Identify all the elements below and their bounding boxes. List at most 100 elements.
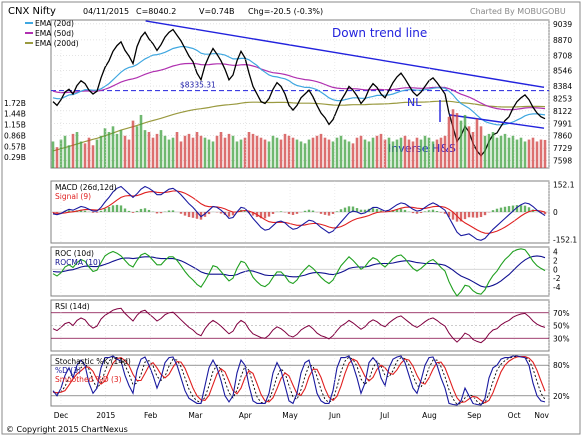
roc-frame xyxy=(50,246,550,297)
volume-bar xyxy=(355,137,359,168)
macd-histogram-bar xyxy=(507,206,511,212)
macd-histogram-bar xyxy=(451,212,455,220)
x-tick-label: Jun xyxy=(328,411,341,420)
volume-bar xyxy=(67,145,71,168)
rsi-line xyxy=(52,307,546,344)
macd-histogram-bar xyxy=(431,209,435,212)
volume-bar xyxy=(115,133,119,168)
volume-bar xyxy=(127,139,131,168)
volume-bar xyxy=(279,139,283,168)
macd-histogram-bar xyxy=(459,212,463,222)
volume-bar xyxy=(399,137,403,168)
price-tick-label: 8253 xyxy=(553,94,572,103)
macd-histogram-bar xyxy=(455,212,459,222)
macd-histogram-bar xyxy=(423,211,427,212)
volume-bar xyxy=(63,135,67,168)
macd-histogram-bar xyxy=(339,209,343,212)
volume-bar xyxy=(267,141,271,168)
macd-histogram-bar xyxy=(195,212,199,219)
x-tick-label: Aug xyxy=(422,411,437,420)
volume-bar xyxy=(451,109,455,168)
volume-bar xyxy=(487,133,491,168)
volume-bar xyxy=(263,139,267,168)
macd-histogram-bar xyxy=(171,210,175,212)
volume-bar xyxy=(55,147,59,168)
volume-bar xyxy=(131,120,135,168)
volume-bar xyxy=(323,137,327,168)
roc-title: ROC (10d) xyxy=(55,249,94,258)
volume-bar xyxy=(475,118,479,168)
macd-histogram-bar xyxy=(427,210,431,212)
stochastic-k-line xyxy=(52,355,546,406)
volume-bar xyxy=(171,137,175,168)
macd-histogram-bar xyxy=(231,212,235,216)
macd-histogram-bar xyxy=(271,212,275,214)
macd-histogram-bar xyxy=(319,212,323,214)
volume-bar xyxy=(375,135,379,168)
volume-bar xyxy=(339,135,343,168)
macd-histogram-bar xyxy=(371,208,375,212)
stochastic-title: Stochastic %K (14d) xyxy=(55,357,131,366)
volume-bar xyxy=(271,135,275,168)
volume-bar xyxy=(315,135,319,168)
macd-histogram-bar xyxy=(103,208,107,212)
down-trend-line xyxy=(145,20,545,89)
volume-bar xyxy=(383,139,387,168)
ema200-legend-label: EMA (200d) xyxy=(35,39,79,48)
ema50-legend-label: EMA (50d) xyxy=(35,29,74,38)
macd-histogram-bar xyxy=(263,212,267,219)
macd-histogram-bar xyxy=(227,212,231,217)
macd-histogram-bar xyxy=(527,207,531,212)
volume-bar xyxy=(419,139,423,168)
macd-histogram-bar xyxy=(159,212,163,214)
volume-bar xyxy=(219,132,223,168)
volume-tick-label: 0.29B xyxy=(4,153,26,162)
macd-histogram-bar xyxy=(135,210,139,212)
roc-line xyxy=(52,248,546,297)
volume-bar xyxy=(183,135,187,168)
macd-histogram-bar xyxy=(439,212,443,213)
macd-histogram-bar xyxy=(307,209,311,212)
macd-histogram-bar xyxy=(67,210,71,212)
volume-bar xyxy=(187,133,191,168)
macd-histogram-bar xyxy=(519,205,523,212)
macd-histogram-bar xyxy=(219,212,223,214)
macd-histogram-bar xyxy=(123,208,127,212)
header-change: Chg=-20.5 (-0.3%) xyxy=(248,7,323,16)
volume-bar xyxy=(99,135,103,168)
stochastic-d-legend: %D (3) xyxy=(55,366,81,375)
macd-histogram-bar xyxy=(435,211,439,212)
volume-bar xyxy=(223,137,227,168)
volume-bar xyxy=(407,139,411,168)
volume-bar xyxy=(471,132,475,168)
volume-bar xyxy=(283,133,287,168)
macd-histogram-bar xyxy=(107,206,111,212)
header-credit: Charted By MOBUGOBU xyxy=(470,7,566,16)
macd-histogram-bar xyxy=(415,212,419,214)
volume-bar xyxy=(51,141,55,168)
macd-histogram-bar xyxy=(411,212,415,214)
macd-histogram-bar xyxy=(331,212,335,214)
volume-bar xyxy=(311,137,315,168)
price-tick-label: 8870 xyxy=(553,36,572,45)
rsi-title: RSI (14d) xyxy=(55,302,90,311)
volume-bar xyxy=(227,133,231,168)
x-tick-label: Feb xyxy=(144,411,158,420)
volume-bar xyxy=(503,133,507,168)
volume-bar xyxy=(391,141,395,168)
volume-tick-label: 0.86B xyxy=(4,131,26,140)
x-tick-label: Jul xyxy=(379,411,389,420)
volume-bar xyxy=(163,135,167,168)
volume-bar xyxy=(499,135,503,168)
x-tick-label: Mar xyxy=(188,411,203,420)
macd-histogram-bar xyxy=(119,205,123,212)
macd-histogram-bar xyxy=(475,212,479,218)
volume-bar xyxy=(511,135,515,168)
macd-histogram-bar xyxy=(511,205,515,212)
macd-histogram-bar xyxy=(419,212,423,213)
macd-histogram-bar xyxy=(191,212,195,218)
macd-histogram-bar xyxy=(267,212,271,217)
macd-histogram-bar xyxy=(111,205,115,212)
price-tick-label: 8384 xyxy=(553,82,572,91)
